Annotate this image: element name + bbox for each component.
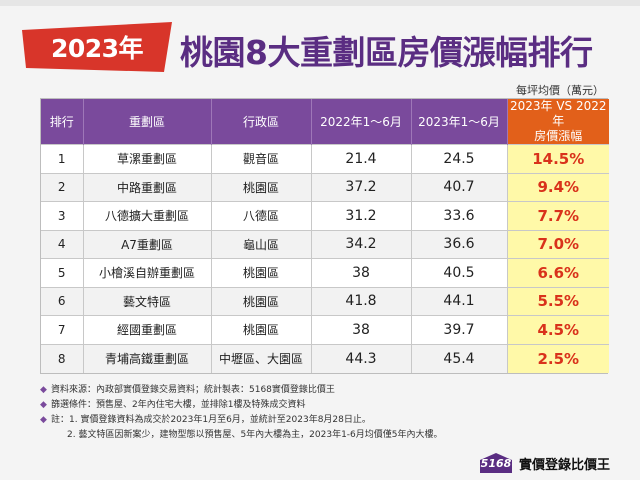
table-row: 3 八德擴大重劃區 八德區 31.2 33.6 7.7% [41,201,609,230]
price-2022-cell: 44.3 [311,343,412,373]
price-2022-cell: 37.2 [311,172,412,202]
price-2023-cell: 44.1 [411,286,508,316]
year-badge-shape [22,22,172,72]
top-decor-bar [0,0,640,6]
growth-cell: 9.4% [507,172,609,202]
diamond-bullet-icon: ◆ [40,385,47,395]
growth-cell: 14.5% [507,144,609,173]
column-header-district: 行政區 [211,99,312,145]
price-2022-cell: 21.4 [311,144,412,173]
footnote-note-2-text: 2. 藝文特區因新案少，建物型態以預售屋、5年內大樓為主，2023年1-6月均價… [67,430,443,440]
price-2023-cell: 40.7 [411,172,508,202]
table-body: 1 草漯重劃區 觀音區 21.4 24.5 14.5% 2 中路重劃區 桃園區 … [41,144,609,373]
district-cell: 觀音區 [211,144,312,173]
price-2023-cell: 45.4 [411,343,508,373]
growth-cell: 4.5% [507,315,609,344]
rank-cell: 2 [41,172,84,202]
price-2023-cell: 24.5 [411,144,508,173]
zone-cell: 八德擴大重劃區 [83,201,212,230]
column-header-growth-line2: 房價漲幅 [534,129,583,143]
logo-number: 5168 [480,456,512,470]
district-cell: 桃園區 [211,172,312,202]
district-cell: 八德區 [211,201,312,230]
district-cell: 中壢區、大園區 [211,343,312,373]
growth-cell: 6.6% [507,258,609,287]
logo-name: 實價登錄比價王 [518,457,610,473]
district-cell: 桃園區 [211,258,312,287]
rank-cell: 3 [41,201,84,230]
zone-cell: 藝文特區 [83,286,212,316]
table-row: 2 中路重劃區 桃園區 37.2 40.7 9.4% [41,172,609,202]
rank-cell: 7 [41,315,84,344]
table-row: 4 A7重劃區 龜山區 34.2 36.6 7.0% [41,229,609,259]
price-2022-cell: 38 [311,315,412,344]
rank-cell: 5 [41,258,84,287]
zone-cell: A7重劃區 [83,229,212,259]
footnote-criteria: ◆ 篩選條件：預售屋、2年內住宅大樓，並排除1樓及特殊成交資料 [40,398,610,413]
column-header-rank: 排行 [41,99,84,145]
diamond-bullet-icon: ◆ [40,415,47,425]
year-label: 2023年 [50,34,144,63]
zone-cell: 經國重劃區 [83,315,212,344]
footnote-note-1-text: 註：1. 實價登錄資料為成交於2023年1月至6月，並統計至2023年8月28日… [51,415,371,425]
growth-cell: 5.5% [507,286,609,316]
price-2022-cell: 31.2 [311,201,412,230]
price-2022-cell: 41.8 [311,286,412,316]
footnote-criteria-text: 篩選條件：預售屋、2年內住宅大樓，並排除1樓及特殊成交資料 [51,400,306,410]
price-2023-cell: 36.6 [411,229,508,259]
rank-cell: 8 [41,343,84,373]
column-header-growth: 2023年 VS 2022年 房價漲幅 [507,99,609,145]
column-header-zone: 重劃區 [83,99,212,145]
year-badge: 2023年 [22,22,172,72]
district-cell: 桃園區 [211,315,312,344]
rank-cell: 4 [41,229,84,259]
table-row: 5 小檜溪自辦重劃區 桃園區 38 40.5 6.6% [41,258,609,287]
table-row: 8 青埔高鐵重劃區 中壢區、大園區 44.3 45.4 2.5% [41,343,609,373]
table-row: 7 經國重劃區 桃園區 38 39.7 4.5% [41,315,609,344]
price-2022-cell: 38 [311,258,412,287]
logo-badge: 5168 [476,453,516,473]
unit-note: 每坪均價（萬元） [516,84,604,97]
growth-cell: 7.7% [507,201,609,230]
district-cell: 龜山區 [211,229,312,259]
logo-house-icon [479,453,512,473]
zone-cell: 草漯重劃區 [83,144,212,173]
footnote-note-1: ◆ 註：1. 實價登錄資料為成交於2023年1月至6月，並統計至2023年8月2… [40,413,610,428]
price-2023-cell: 33.6 [411,201,508,230]
ranking-table-container: 排行 重劃區 行政區 2022年1～6月 2023年1～6月 2023年 VS … [40,98,609,374]
diamond-bullet-icon: ◆ [40,400,47,410]
price-2023-cell: 40.5 [411,258,508,287]
zone-cell: 小檜溪自辦重劃區 [83,258,212,287]
zone-cell: 青埔高鐵重劃區 [83,343,212,373]
ranking-table: 排行 重劃區 行政區 2022年1～6月 2023年1～6月 2023年 VS … [41,99,609,373]
column-header-growth-line1: 2023年 VS 2022年 [509,99,607,128]
page-title: 桃園8大重劃區房價漲幅排行 [180,33,593,72]
footnote-note-2: 2. 藝文特區因新案少，建物型態以預售屋、5年內大樓為主，2023年1-6月均價… [40,428,610,443]
growth-cell: 2.5% [507,343,609,373]
brand-logo: 5168 實價登錄比價王 [476,452,610,474]
table-row: 1 草漯重劃區 觀音區 21.4 24.5 14.5% [41,144,609,173]
column-header-price-2022: 2022年1～6月 [311,99,412,145]
price-2023-cell: 39.7 [411,315,508,344]
table-header-row: 排行 重劃區 行政區 2022年1～6月 2023年1～6月 2023年 VS … [41,99,609,145]
rank-cell: 1 [41,144,84,173]
zone-cell: 中路重劃區 [83,172,212,202]
footnotes: ◆ 資料來源：內政部實價登錄交易資料；統計製表：5168實價登錄比價王 ◆ 篩選… [40,383,610,443]
price-2022-cell: 34.2 [311,229,412,259]
footnote-source-text: 資料來源：內政部實價登錄交易資料；統計製表：5168實價登錄比價王 [51,385,335,395]
table-row: 6 藝文特區 桃園區 41.8 44.1 5.5% [41,286,609,316]
district-cell: 桃園區 [211,286,312,316]
rank-cell: 6 [41,286,84,316]
column-header-price-2023: 2023年1～6月 [411,99,508,145]
footnote-source: ◆ 資料來源：內政部實價登錄交易資料；統計製表：5168實價登錄比價王 [40,383,610,398]
growth-cell: 7.0% [507,229,609,259]
